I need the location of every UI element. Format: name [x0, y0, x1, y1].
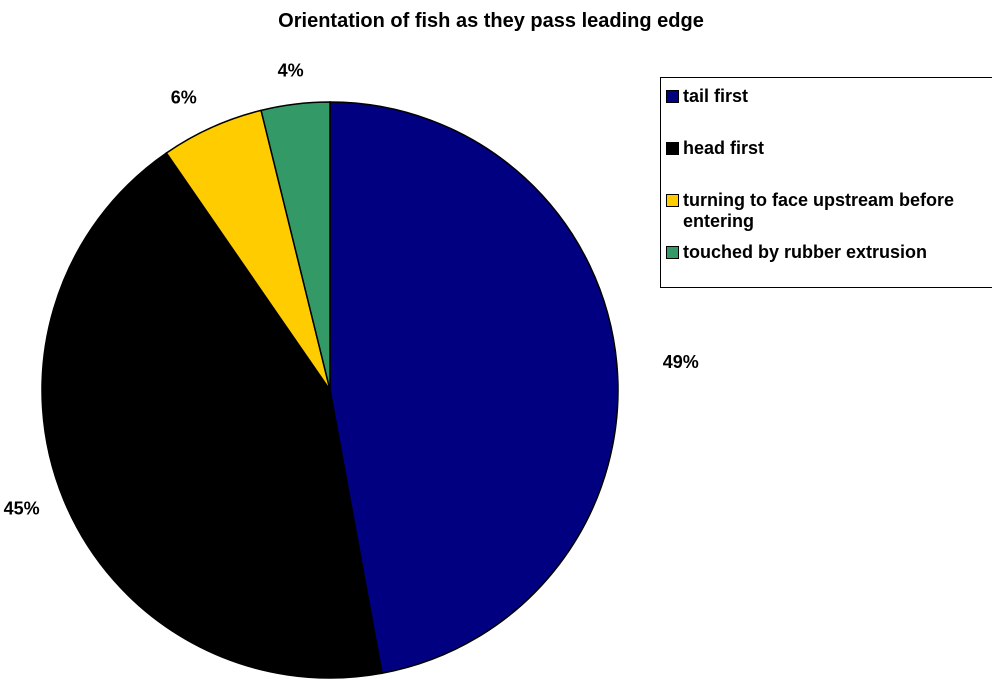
pie-data-labels: 49% 45% 6% 4%	[4, 60, 699, 518]
pie-slice-head-first	[41, 151, 383, 679]
legend-swatch-tail-first	[666, 90, 679, 103]
legend-swatch-head-first	[666, 142, 679, 155]
chart-legend: tail first head first turning to face up…	[660, 77, 992, 288]
legend-label: turning to face upstream before entering	[683, 190, 955, 231]
data-label-touched-by-rubber-extrusion: 4%	[278, 60, 304, 80]
pie-slice-touched-by-rubber-extrusion	[260, 101, 331, 391]
pie-slices	[41, 101, 619, 679]
legend-swatch-rubber-extrusion	[666, 246, 679, 259]
data-label-turning-to-face-upstream-before-entering: 6%	[171, 87, 197, 107]
legend-label: head first	[683, 138, 765, 158]
data-label-head-first: 45%	[4, 499, 40, 519]
data-label-tail-first: 49%	[663, 352, 699, 372]
legend-swatch-turning-upstream	[666, 194, 679, 207]
legend-label: touched by rubber extrusion	[683, 242, 928, 262]
legend-label: tail first	[683, 86, 749, 106]
chart-title: Orientation of fish as they pass leading…	[278, 10, 704, 32]
pie-slice-tail-first	[329, 101, 619, 675]
